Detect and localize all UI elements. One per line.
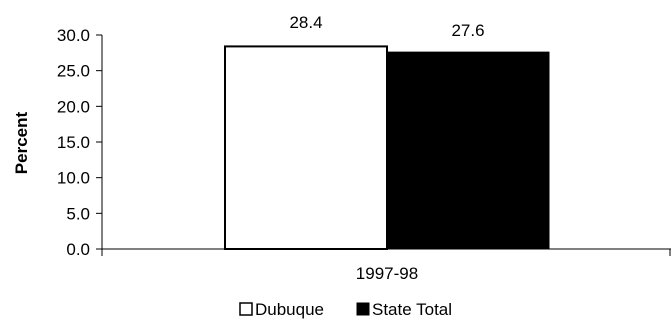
data-label-dubuque: 28.4 — [289, 13, 322, 32]
legend-label-state-total: State Total — [372, 300, 452, 319]
y-tick-label: 20.0 — [57, 97, 90, 116]
legend-swatch-dubuque — [239, 302, 253, 316]
y-tick-label: 15.0 — [57, 133, 90, 152]
y-axis-ticks: 0.0 5.0 10.0 15.0 20.0 25.0 30.0 — [57, 26, 102, 259]
x-tick-label: 1997-98 — [356, 264, 418, 283]
bar-state-total — [386, 51, 550, 250]
y-tick-label: 25.0 — [57, 62, 90, 81]
bar-dubuque — [224, 45, 388, 251]
y-axis-label: Percent — [12, 111, 31, 174]
data-labels: 28.4 27.6 — [289, 13, 484, 40]
bars — [224, 45, 550, 251]
y-tick-label: 30.0 — [57, 26, 90, 45]
legend-label-dubuque: Dubuque — [255, 300, 324, 319]
data-label-state-total: 27.6 — [451, 21, 484, 40]
y-tick-label: 5.0 — [66, 204, 90, 223]
legend: Dubuque State Total — [239, 300, 452, 319]
y-tick-label: 0.0 — [66, 240, 90, 259]
legend-swatch-state-total — [356, 302, 370, 316]
y-tick-label: 10.0 — [57, 169, 90, 188]
